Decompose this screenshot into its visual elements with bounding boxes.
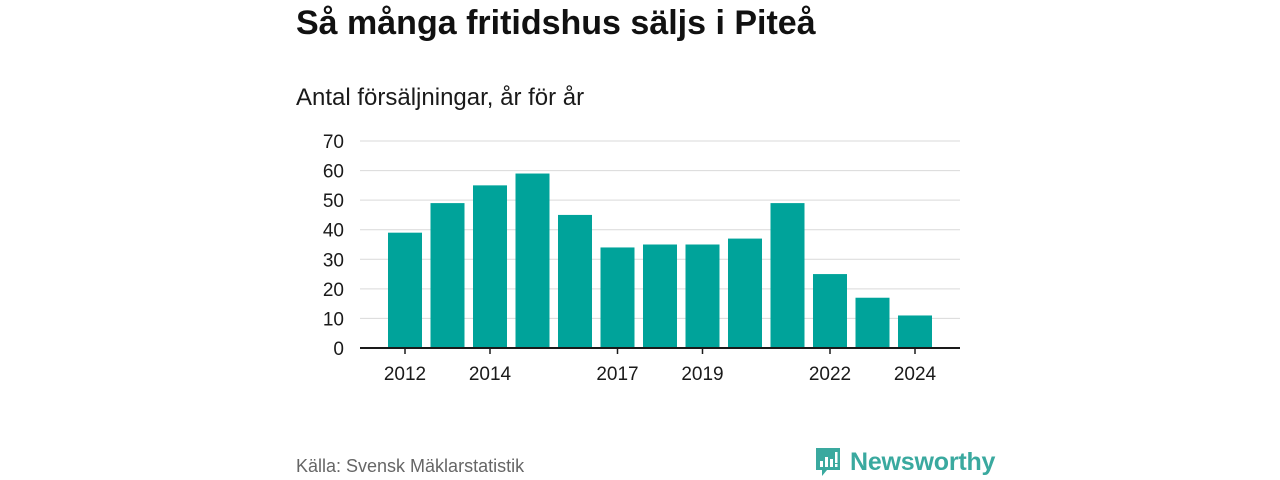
bar-chart: 0 10 20 30 40 50 60 70 2012 2014 2017 2019 2022 2024: [323, 132, 960, 385]
brand-logo: Newsworthy: [814, 446, 995, 478]
bar-2023: [855, 297, 890, 348]
y-tick-label: 60: [323, 162, 344, 183]
y-axis-ticks: 0 10 20 30 40 50 60 70: [323, 132, 344, 360]
bar-2012: [388, 232, 422, 348]
bar-2021: [770, 203, 805, 348]
chart-title: Så många fritidshus säljs i Piteå: [296, 4, 816, 42]
y-tick-label: 50: [323, 191, 344, 212]
x-tick-label: 2019: [681, 364, 723, 385]
y-tick-label: 20: [323, 280, 344, 301]
source-note: Källa: Svensk Mäklarstatistik: [296, 456, 525, 476]
bar-2020: [728, 238, 762, 348]
bar-2019: [685, 244, 720, 348]
bar-2013: [430, 203, 465, 348]
brand-name: Newsworthy: [850, 447, 996, 476]
newsworthy-chart-bubble-icon: [816, 448, 840, 476]
y-tick-label: 30: [323, 250, 344, 271]
bar-2018: [643, 244, 677, 348]
y-tick-label: 0: [333, 339, 344, 360]
y-tick-label: 10: [323, 309, 344, 330]
x-tick-label: 2012: [384, 364, 426, 385]
y-tick-label: 40: [323, 221, 344, 242]
x-tick-label: 2024: [894, 364, 937, 385]
bar-2016: [558, 214, 592, 348]
bar-2022: [813, 274, 847, 348]
y-tick-label: 70: [323, 132, 344, 153]
x-tick-label: 2017: [596, 364, 638, 385]
bar-2024: [898, 315, 932, 348]
bar-2014: [473, 185, 507, 348]
chart-subtitle: Antal försäljningar, år för år: [296, 84, 585, 111]
x-axis-ticks: 2012 2014 2017 2019 2022 2024: [360, 347, 960, 385]
x-tick-label: 2014: [469, 364, 512, 385]
x-tick-label: 2022: [809, 364, 851, 385]
bar-2015: [515, 173, 550, 348]
bars: [388, 173, 932, 348]
bar-2017: [600, 247, 635, 348]
